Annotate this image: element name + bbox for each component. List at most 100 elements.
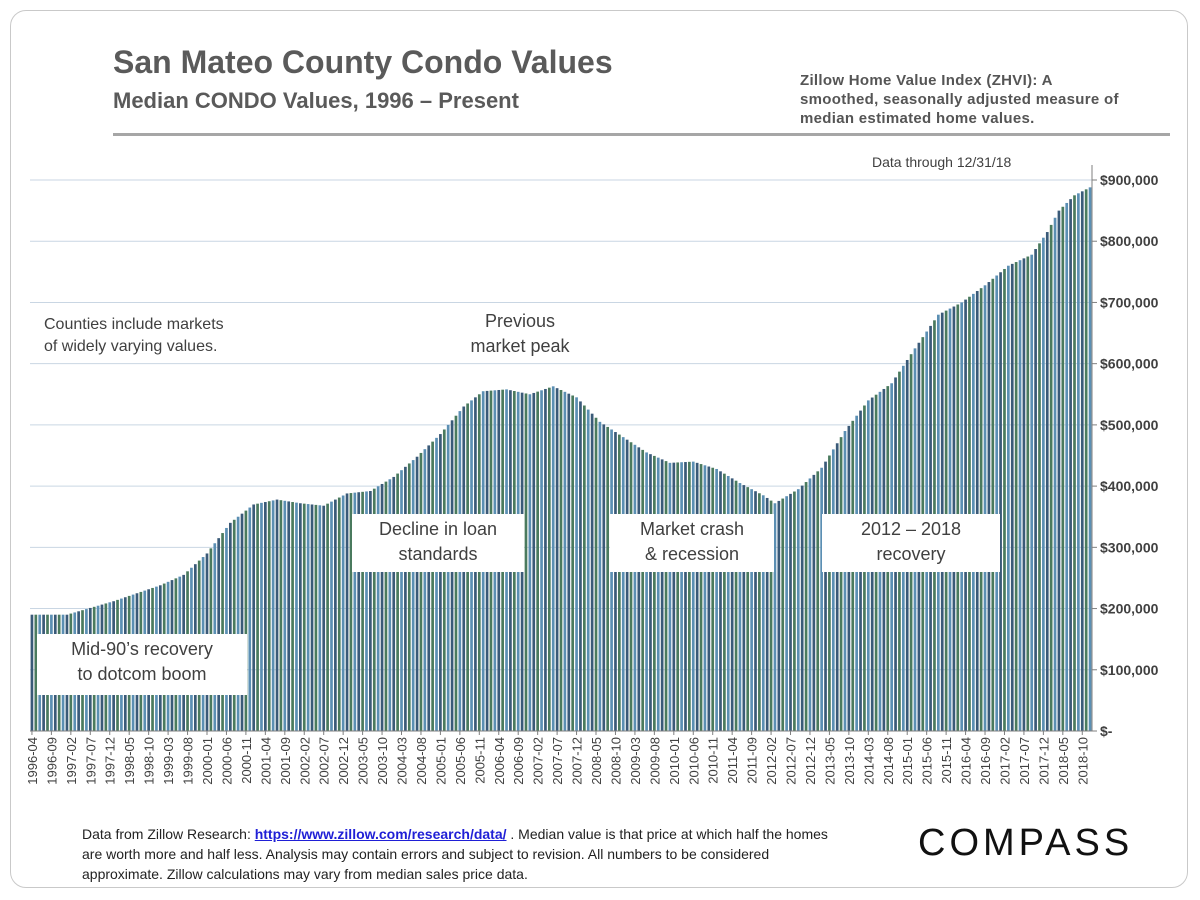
bar	[1049, 224, 1053, 731]
previous-peak-line2: market peak	[470, 336, 570, 356]
bar	[773, 503, 777, 731]
x-tick-label: 2015-11	[939, 737, 954, 784]
bar	[656, 457, 660, 731]
bar	[559, 389, 563, 731]
y-tick-label: $300,000	[1100, 539, 1159, 555]
y-tick-label: $400,000	[1100, 478, 1159, 494]
x-tick-label: 2007-12	[570, 737, 585, 785]
bar	[668, 462, 672, 731]
bar	[423, 449, 427, 731]
bar	[999, 272, 1002, 731]
bar	[349, 493, 353, 731]
bar	[30, 614, 34, 731]
bar	[419, 452, 423, 731]
x-tick-label: 2015-01	[900, 737, 915, 785]
y-tick-label: $700,000	[1100, 294, 1159, 310]
bar	[761, 495, 765, 731]
counties-note-line2: of widely varying values.	[44, 338, 218, 355]
bar	[695, 462, 699, 731]
bar	[715, 468, 718, 731]
x-tick-label: 2008-10	[608, 737, 623, 785]
bar	[411, 460, 415, 731]
x-tick-label: 2012-12	[803, 737, 818, 785]
bar	[400, 470, 403, 731]
x-tick-label: 2016-04	[959, 737, 974, 785]
bar	[828, 455, 831, 731]
bar	[555, 388, 559, 731]
bar	[680, 462, 683, 731]
bar	[396, 473, 399, 731]
bar	[1073, 195, 1076, 731]
x-tick-label: 2010-11	[706, 737, 721, 784]
x-tick-label: 1999-08	[181, 737, 196, 785]
bar	[302, 503, 306, 731]
x-tick-label: 2002-02	[297, 737, 312, 785]
x-tick-label: 1996-04	[25, 737, 40, 785]
bar	[633, 444, 637, 731]
bar	[450, 420, 454, 731]
x-tick-label: 2002-07	[317, 737, 332, 785]
annotation-recovery-line1: 2012 – 2018	[860, 519, 962, 539]
bar	[691, 461, 695, 731]
bar	[625, 439, 629, 731]
bar	[793, 491, 796, 731]
zillow-research-link[interactable]: https://www.zillow.com/research/data/	[254, 826, 507, 842]
bar	[248, 507, 252, 731]
bar	[384, 481, 388, 731]
bar	[345, 493, 349, 731]
bar	[392, 476, 396, 731]
bar	[376, 486, 380, 731]
bar	[660, 459, 664, 731]
bar	[369, 491, 372, 731]
bar	[738, 483, 742, 731]
x-tick-label: 2008-05	[589, 737, 604, 785]
bar	[808, 478, 812, 731]
bar	[1038, 243, 1041, 731]
x-tick-label: 2013-10	[842, 737, 857, 785]
x-tick-label: 2018-10	[1075, 737, 1090, 785]
bar	[295, 502, 298, 731]
bar	[746, 487, 750, 731]
bar	[240, 513, 244, 731]
bar	[820, 467, 823, 731]
bar	[229, 522, 232, 731]
bar	[291, 502, 294, 731]
source-suffix: . Median value is that price at which ha…	[82, 826, 828, 882]
source-footnote: Data from Zillow Research: https://www.z…	[82, 824, 852, 884]
bar	[672, 462, 676, 731]
bar	[326, 503, 329, 731]
bar	[1003, 268, 1006, 731]
bar	[528, 394, 532, 731]
y-tick-label: $800,000	[1100, 233, 1159, 249]
x-tick-label: 2015-06	[920, 737, 935, 785]
previous-peak-line1: Previous	[484, 311, 556, 331]
bar	[586, 409, 590, 731]
bar	[610, 429, 613, 731]
annotation-market-crash-line1: Market crash	[639, 519, 745, 539]
y-tick-label: $500,000	[1100, 417, 1159, 433]
bar	[765, 497, 769, 731]
bar	[365, 491, 368, 731]
annotation-mid90s-line2: to dotcom boom	[77, 664, 207, 684]
bar	[567, 393, 571, 731]
bar	[236, 516, 240, 731]
bar	[847, 425, 851, 731]
annotation-recovery-line2: recovery	[876, 544, 946, 564]
bar	[299, 503, 302, 731]
bar	[439, 434, 442, 731]
x-tick-label: 2000-01	[200, 737, 215, 785]
bar	[1080, 191, 1084, 731]
bar	[244, 510, 248, 731]
y-tick-label: $600,000	[1100, 356, 1159, 372]
x-tick-label: 2016-09	[978, 737, 993, 785]
bar	[742, 485, 746, 731]
bar	[454, 415, 458, 731]
bar	[1010, 263, 1014, 731]
bar	[544, 388, 547, 731]
bar	[653, 455, 656, 731]
bar	[831, 449, 835, 731]
data-through-note: Data through 12/31/18	[872, 154, 1012, 170]
bar	[407, 463, 411, 731]
bar	[796, 489, 800, 731]
bar	[769, 500, 773, 731]
